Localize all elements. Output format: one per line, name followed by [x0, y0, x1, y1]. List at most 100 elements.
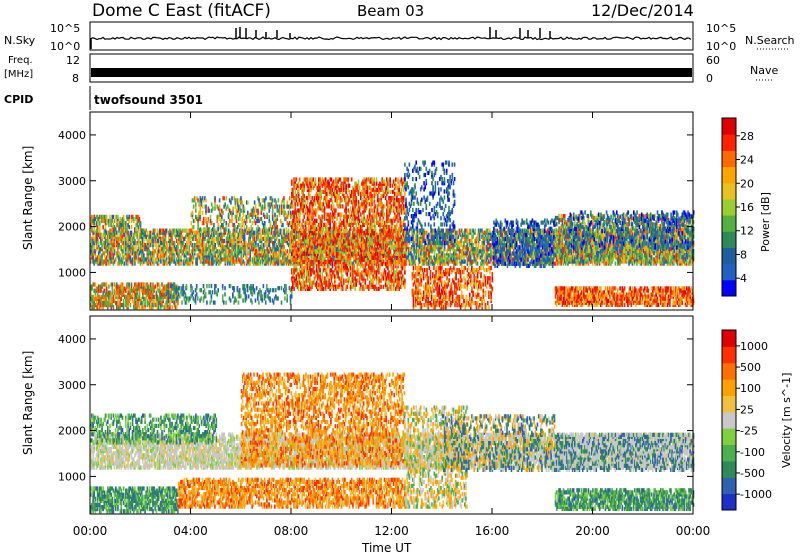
range-cell	[243, 261, 246, 266]
range-cell	[103, 230, 106, 235]
range-cell	[187, 261, 189, 266]
range-cell	[162, 261, 164, 266]
range-cell	[157, 243, 160, 248]
range-cell	[420, 257, 422, 262]
range-cell	[196, 243, 198, 248]
range-cell	[277, 251, 280, 256]
range-cell	[273, 251, 275, 256]
range-cell	[182, 240, 185, 246]
range-cell	[161, 228, 163, 233]
range-cell	[121, 230, 124, 235]
range-cell	[232, 255, 235, 260]
range-cell	[395, 247, 397, 252]
range-cell	[264, 259, 266, 264]
range-cell	[430, 255, 432, 260]
range-cell	[411, 245, 413, 250]
range-cell	[438, 253, 440, 258]
range-cell	[253, 236, 256, 241]
range-cell	[117, 261, 119, 266]
range-cell	[177, 259, 179, 264]
range-cell	[196, 257, 198, 262]
range-cell	[279, 243, 282, 248]
range-cell	[350, 249, 352, 254]
range-cell	[252, 230, 255, 235]
range-cell	[429, 261, 431, 266]
range-cell	[174, 228, 177, 233]
range-cell	[405, 245, 407, 250]
range-cell	[372, 247, 375, 252]
range-cell	[226, 261, 229, 266]
range-cell	[429, 243, 431, 248]
range-cell	[170, 230, 172, 235]
range-cell	[251, 230, 254, 235]
range-cell	[181, 249, 184, 254]
range-cell	[178, 240, 180, 246]
range-cell	[114, 230, 117, 235]
range-cell	[211, 236, 213, 241]
range-cell	[281, 234, 283, 239]
range-cell	[378, 238, 380, 244]
range-cell	[315, 245, 317, 250]
range-cell	[438, 230, 440, 235]
range-cell	[223, 230, 225, 235]
range-cell	[442, 232, 445, 237]
range-cell	[265, 236, 267, 241]
range-cell	[241, 234, 244, 239]
range-cell	[414, 249, 417, 254]
range-cell	[234, 243, 237, 248]
range-cell	[263, 236, 265, 241]
range-cell	[275, 243, 277, 248]
range-cell	[152, 247, 154, 252]
range-cell	[278, 255, 281, 260]
range-cell	[117, 251, 119, 256]
range-cell	[135, 245, 137, 250]
range-cell	[257, 232, 259, 237]
range-cell	[103, 228, 106, 233]
range-cell	[419, 228, 421, 233]
range-cell	[92, 259, 94, 264]
range-cell	[139, 247, 142, 252]
range-cell	[240, 243, 242, 248]
range-cell	[142, 247, 144, 252]
range-cell	[282, 240, 284, 246]
range-cell	[416, 243, 419, 248]
range-cell	[520, 261, 523, 266]
range-cell	[278, 228, 281, 233]
range-cell	[232, 228, 235, 233]
range-cell	[346, 251, 349, 256]
range-cell	[222, 232, 224, 237]
range-cell	[438, 259, 440, 264]
range-cell	[173, 243, 176, 248]
range-cell	[160, 228, 162, 233]
range-cell	[244, 247, 247, 252]
range-cell	[426, 245, 429, 250]
range-cell	[434, 247, 437, 252]
range-cell	[140, 245, 143, 250]
range-cell	[441, 261, 444, 266]
range-cell	[143, 247, 145, 252]
range-cell	[432, 255, 435, 260]
range-cell	[483, 249, 486, 254]
range-cell	[269, 253, 272, 258]
range-cell	[152, 251, 154, 256]
range-cell	[614, 261, 617, 266]
range-cell	[442, 236, 445, 241]
range-cell	[108, 238, 110, 244]
range-cell	[238, 247, 240, 252]
range-cell	[127, 257, 129, 262]
range-cell	[175, 228, 178, 233]
range-cell	[449, 243, 452, 248]
range-cell	[182, 253, 185, 258]
range-cell	[191, 243, 194, 248]
range-cell	[182, 236, 185, 241]
range-cell	[116, 243, 118, 248]
range-cell	[105, 245, 108, 250]
range-cell	[164, 245, 167, 250]
freq-unit-label: [MHz]	[4, 69, 33, 80]
range-cell	[324, 257, 326, 262]
range-cell	[244, 255, 247, 260]
range-cell	[95, 228, 98, 233]
range-cell	[113, 230, 116, 235]
range-cell	[258, 261, 261, 266]
range-cell	[223, 253, 225, 258]
